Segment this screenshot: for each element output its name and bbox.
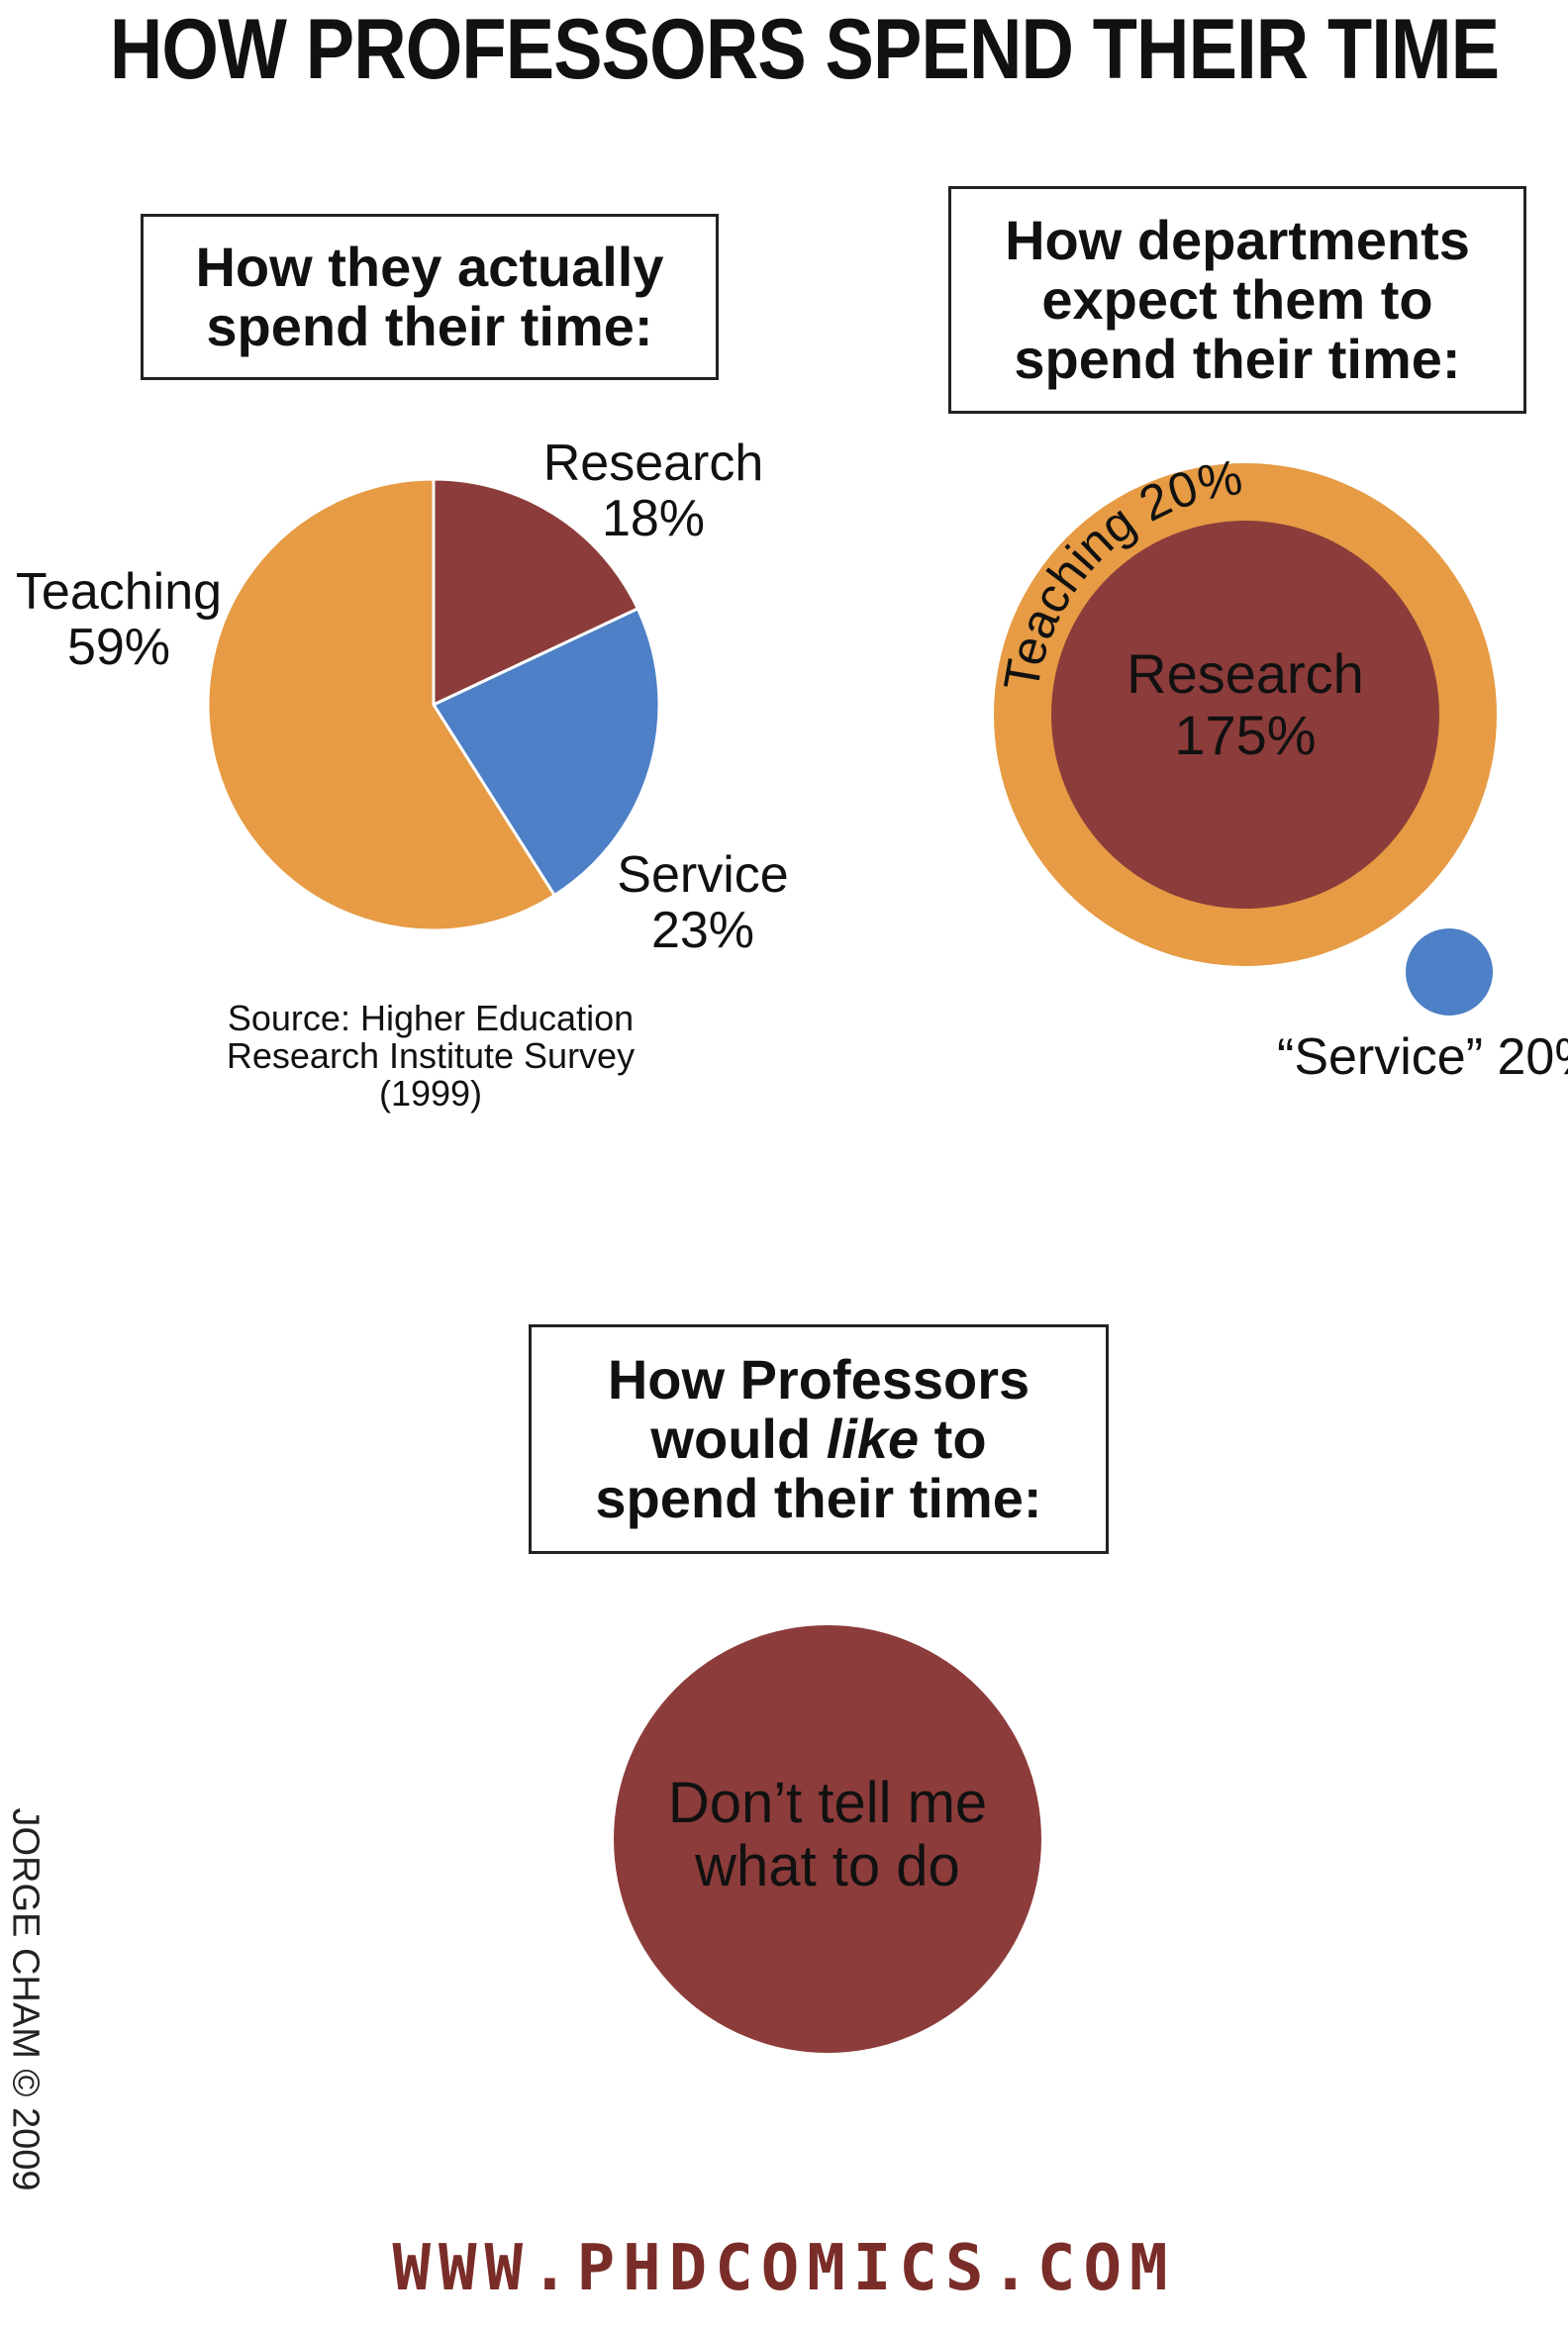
expect-service-dot [1406,928,1493,1016]
like-title-line3: spend their time: [595,1467,1042,1529]
actual-title-line2: spend their time: [206,295,653,357]
actual-title-line1: How they actually [195,236,664,298]
like-title-line2c: to [919,1408,987,1470]
service-label-name: Service [617,846,789,904]
pie-slice-research [432,477,640,708]
service-label: Service 23% [574,847,832,958]
service-label-value: 23% [650,902,755,959]
teaching-label: Teaching 59% [0,564,238,675]
actual-pie-chart [206,477,661,932]
footer-url: WWW.PHDCOMICS.COM [392,2232,1176,2305]
expect-title-box: How departments expect them to spend the… [948,186,1526,414]
expect-title-line3: spend their time: [1014,328,1461,390]
actual-title-box: How they actually spend their time: [141,214,719,380]
expect-title-text: How departments expect them to spend the… [1005,211,1470,389]
expect-service-text: “Service” 20% [1277,1029,1568,1085]
like-title-emphasis: like [826,1408,920,1470]
copyright-text: JORGE CHAM © 2009 [4,1807,47,2191]
expect-title-line2: expect them to [1041,268,1433,331]
like-label-line1: Don’t tell me [667,1771,988,1835]
source-line1: Source: Higher Education [227,998,635,1038]
source-line2: Research Institute Survey [226,1035,636,1076]
expect-research-label: Research 175% [1087,643,1404,766]
like-title-box: How Professors would like to spend their… [529,1324,1109,1554]
expect-title-line1: How departments [1005,209,1470,271]
source-note: Source: Higher Education Research Instit… [188,1000,673,1113]
expect-service-label: “Service” 20% [1277,1029,1568,1085]
like-title-line1: How Professors [607,1348,1030,1410]
source-line3: (1999) [378,1073,483,1114]
like-title-text: How Professors would like to spend their… [595,1350,1041,1528]
pie-slice-teaching [206,477,557,932]
like-title-line2a: would [650,1408,827,1470]
like-circle-label: Don’t tell me what to do [614,1772,1041,1898]
like-label-line2: what to do [695,1834,960,1898]
research-label-name: Research [542,435,764,492]
actual-title-text: How they actually spend their time: [195,238,663,356]
expect-research-name: Research [1127,642,1364,705]
teaching-label-name: Teaching [15,563,223,621]
research-label-value: 18% [601,490,706,547]
expect-research-circle [1051,521,1439,909]
page-title: HOW PROFESSORS SPEND THEIR TIME [109,2,1500,97]
research-label: Research 18% [515,436,792,546]
like-research-circle [614,1625,1041,2053]
expect-research-value: 175% [1174,704,1317,766]
teaching-label-value: 59% [66,619,171,676]
pie-slice-service [431,606,661,898]
